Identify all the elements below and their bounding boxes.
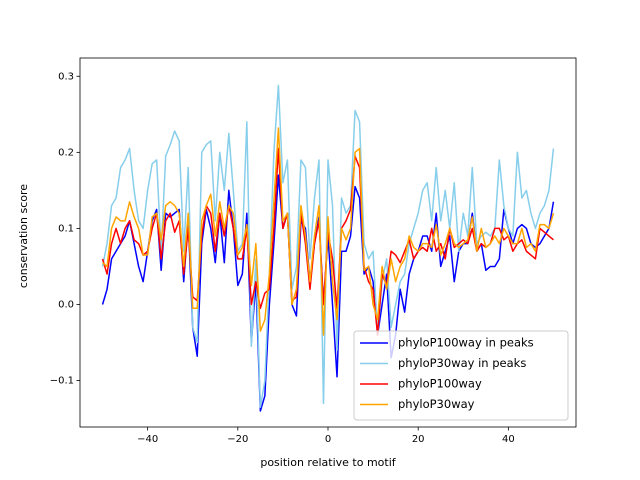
legend-label: phyloP100way [398, 377, 482, 391]
y-tick-label: 0.2 [58, 147, 74, 158]
x-tick-label: −40 [137, 434, 158, 445]
y-axis-label: conservation score [17, 184, 30, 288]
x-axis-label: position relative to motif [260, 456, 396, 469]
legend-box [353, 330, 569, 421]
legend-label: phyloP30way in peaks [398, 356, 526, 370]
line-series [102, 127, 555, 336]
legend-label: phyloP100way in peaks [398, 336, 534, 350]
y-tick-label: −0.1 [50, 376, 74, 387]
y-tick-label: 0.0 [58, 300, 74, 311]
y-tick-label: 0.3 [58, 71, 74, 82]
x-tick-label: 0 [325, 434, 331, 445]
plot-frame [79, 57, 577, 428]
legend-label: phyloP30way [398, 397, 475, 411]
x-tick-label: 20 [412, 434, 425, 445]
x-tick-label: 40 [502, 434, 515, 445]
x-tick-label: −20 [227, 434, 248, 445]
y-tick-label: 0.1 [58, 223, 74, 234]
